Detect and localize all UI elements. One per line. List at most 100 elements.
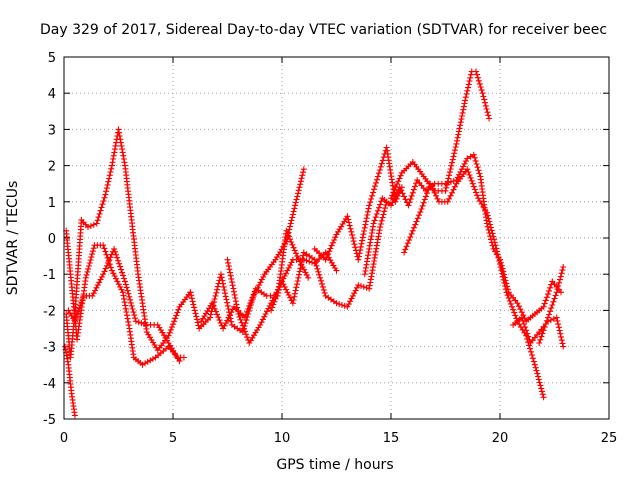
data-point-marker [243,311,249,318]
data-point-marker [376,230,382,237]
data-point-marker [407,196,414,203]
x-tick-label: 25 [601,431,618,446]
data-point-marker [294,281,300,288]
data-point-marker [497,264,504,271]
data-point-marker [457,122,464,129]
data-point-marker [504,292,511,299]
data-point-marker [434,195,441,202]
data-point-marker [73,315,79,322]
data-point-marker [119,289,126,296]
data-point-marker [382,202,389,208]
data-point-marker [389,192,396,199]
data-point-marker [536,340,543,346]
data-point-marker [538,385,545,392]
data-point-marker [124,312,130,319]
data-point-marker [535,376,542,383]
data-point-marker [226,266,233,273]
data-point-marker [370,189,377,196]
data-point-marker [288,259,295,266]
data-point-marker [443,184,450,191]
data-point-marker [111,245,118,252]
data-point-marker [474,164,481,171]
data-point-marker [228,309,235,316]
data-point-marker [381,208,388,215]
data-point-marker [470,183,477,190]
data-point-marker [98,204,105,211]
data-point-marker [403,243,410,250]
data-point-marker [272,295,279,302]
data-point-marker [135,319,142,326]
data-point-marker [248,297,255,304]
data-point-marker [106,175,113,182]
data-point-marker [465,84,471,91]
data-point-marker [118,266,125,273]
data-point-marker [101,194,108,201]
data-point-marker [227,269,234,276]
data-point-marker [456,125,463,132]
data-point-marker [122,305,129,312]
data-point-marker [364,258,370,265]
data-point-marker [468,177,475,184]
data-point-marker [494,251,501,258]
data-point-marker [391,186,398,193]
data-point-marker [88,254,95,261]
data-point-marker [283,227,290,234]
data-point-marker [79,296,86,303]
data-point-marker [387,170,394,177]
data-point-marker [100,198,107,204]
data-point-marker [83,271,90,278]
data-point-marker [300,166,307,173]
data-point-marker [461,100,468,107]
data-point-marker [546,311,553,318]
y-tick-label: -3 [43,341,56,356]
data-point-marker [223,296,230,303]
series-arc-14 [536,264,567,346]
x-tick-label: 20 [492,431,509,446]
data-point-marker [529,352,535,358]
data-point-marker [362,264,369,271]
data-point-marker [373,179,379,186]
data-point-marker [445,175,452,182]
series-arc-6 [198,227,312,332]
data-point-marker [556,279,563,286]
data-point-marker [360,231,367,238]
data-point-marker [294,193,301,200]
data-point-marker [120,152,127,159]
data-point-marker [125,318,132,325]
data-point-marker [418,206,425,212]
data-point-marker [345,216,352,223]
data-point-marker [412,183,418,190]
data-point-marker [303,257,310,264]
data-point-marker [506,298,513,304]
data-point-marker [530,358,537,365]
data-point-marker [370,264,376,271]
data-point-marker [256,282,263,289]
data-point-marker [538,333,545,340]
data-point-marker [228,318,235,325]
data-point-marker [461,160,468,167]
data-point-marker [548,305,555,312]
data-point-marker [491,236,498,243]
data-point-marker [377,221,384,227]
data-point-marker [259,316,266,323]
data-point-marker [294,253,301,260]
data-point-marker [458,116,465,123]
data-point-marker [353,284,360,291]
data-point-marker [495,254,502,261]
data-point-marker [503,289,510,296]
data-point-marker [235,311,242,317]
data-point-marker [292,202,299,209]
data-point-marker [407,234,414,240]
data-point-marker [375,170,382,177]
data-point-marker [131,312,138,319]
data-point-marker [349,292,356,299]
data-point-marker [289,211,296,218]
data-point-marker [349,235,356,241]
data-point-marker [305,274,312,281]
data-point-marker [106,172,113,179]
data-point-marker [63,352,70,359]
data-point-marker [554,286,561,293]
data-point-marker [118,286,125,293]
data-point-marker [376,167,383,173]
data-point-marker [560,264,567,270]
